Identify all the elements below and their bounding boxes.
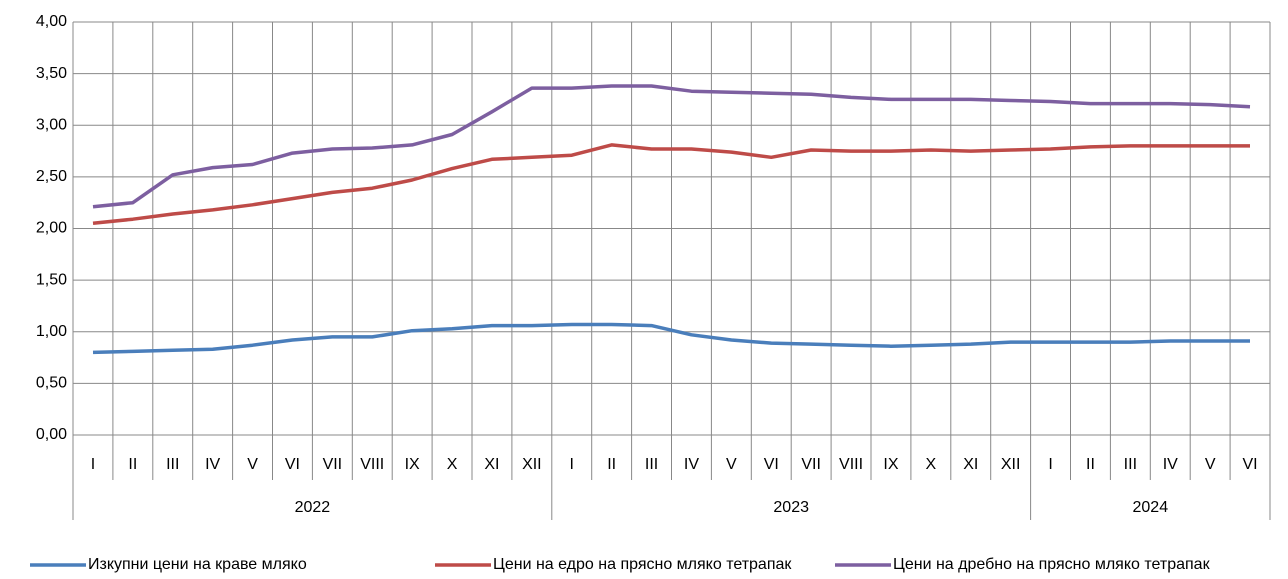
year-label: 2024	[1133, 499, 1169, 516]
x-tick-label: XII	[522, 456, 542, 473]
x-tick-label: V	[726, 456, 737, 473]
x-tick-label: V	[247, 456, 258, 473]
series-line	[92, 322, 1250, 355]
x-tick-label: III	[166, 456, 179, 473]
x-tick-label: VII	[801, 456, 821, 473]
y-tick-label: 0,50	[36, 375, 67, 392]
x-tick-label: VIII	[839, 456, 863, 473]
y-tick-label: 1,50	[36, 271, 67, 288]
x-tick-label: VII	[323, 456, 343, 473]
x-tick-label: X	[926, 456, 937, 473]
x-tick-label: IV	[205, 456, 220, 473]
year-label: 2023	[773, 499, 809, 516]
y-tick-label: 2,00	[36, 220, 67, 237]
series-line	[92, 143, 1250, 226]
x-tick-label: II	[128, 456, 137, 473]
legend-label: Цени на едро на прясно мляко тетрапак	[493, 556, 792, 573]
x-tick-label: VI	[285, 456, 300, 473]
series-line	[92, 84, 1251, 209]
x-tick-label: X	[447, 456, 458, 473]
y-tick-label: 3,50	[36, 65, 67, 82]
x-tick-label: V	[1205, 456, 1216, 473]
year-label: 2022	[295, 499, 331, 516]
x-tick-label: XII	[1001, 456, 1021, 473]
y-tick-label: 0,00	[36, 426, 67, 443]
x-tick-label: II	[1086, 456, 1095, 473]
y-tick-label: 1,00	[36, 323, 67, 340]
x-tick-label: I	[91, 456, 95, 473]
x-tick-label: IV	[1163, 456, 1178, 473]
x-tick-label: XI	[963, 456, 978, 473]
x-tick-label: I	[1048, 456, 1052, 473]
x-tick-label: XI	[484, 456, 499, 473]
x-tick-label: VI	[764, 456, 779, 473]
x-tick-label: VI	[1242, 456, 1257, 473]
x-tick-label: II	[607, 456, 616, 473]
legend-label: Цени на дребно на прясно мляко тетрапак	[893, 556, 1211, 573]
x-tick-label: III	[1124, 456, 1137, 473]
y-tick-label: 2,50	[36, 168, 67, 185]
y-tick-label: 4,00	[36, 13, 67, 30]
x-tick-label: IX	[883, 456, 898, 473]
x-tick-label: I	[570, 456, 574, 473]
legend-label: Изкупни цени на краве мляко	[88, 556, 307, 573]
x-tick-label: IV	[684, 456, 699, 473]
x-tick-label: VIII	[360, 456, 384, 473]
x-tick-label: III	[645, 456, 658, 473]
y-tick-label: 3,00	[36, 116, 67, 133]
x-tick-label: IX	[405, 456, 420, 473]
